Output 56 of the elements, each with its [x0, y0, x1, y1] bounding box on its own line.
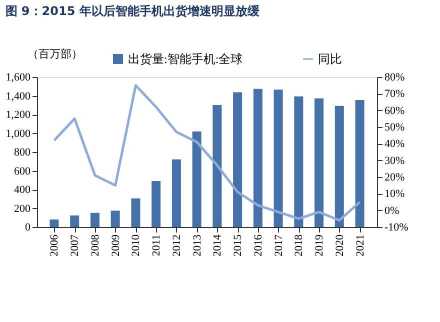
y2-tick-label: 50%: [384, 122, 405, 134]
bar: [70, 215, 80, 227]
y2-tick-label: 60%: [384, 104, 405, 117]
y-tick-label: 0: [25, 222, 31, 234]
bar: [212, 105, 222, 227]
y2-tick-label: 10%: [384, 188, 405, 200]
y-tick-label: 1,000: [6, 128, 31, 140]
x-tick-label: 2009: [110, 234, 122, 256]
x-tick-label: 2017: [272, 234, 285, 256]
y2-tick-label: 80%: [384, 72, 405, 84]
y-tick-label: 1,200: [6, 109, 31, 121]
x-tick-label: 2010: [130, 234, 142, 256]
y-tick-label: 600: [14, 165, 31, 178]
y-axis-title: （百万部）: [28, 48, 82, 60]
bar: [110, 210, 120, 227]
bar: [192, 131, 202, 227]
bar: [172, 159, 181, 227]
y-tick-label: 1,600: [6, 72, 31, 84]
y-tick-label: 800: [14, 146, 31, 158]
y2-tick-label: -10%: [384, 222, 408, 234]
line-series: [52, 84, 362, 222]
chart-title: 图 9：2015 年以后智能手机出货增速明显放缓: [5, 4, 260, 18]
bar: [355, 100, 364, 227]
x-tick-label: 2016: [252, 234, 264, 256]
x-tick-label: 2007: [69, 234, 82, 256]
bar: [253, 88, 262, 227]
bar: [50, 220, 59, 227]
bar: [334, 106, 344, 227]
x-tick-label: 2014: [212, 234, 224, 256]
x-tick-label: 2015: [232, 234, 244, 256]
x-tick-label: 2013: [191, 234, 204, 256]
y-tick-label: 1,400: [6, 90, 31, 102]
x-tick-label: 2008: [89, 234, 102, 256]
legend-label: 出货量:智能手机:全球: [128, 52, 243, 66]
y2-tick-label: 70%: [384, 88, 405, 100]
y-tick-label: 400: [14, 184, 31, 196]
bar: [274, 90, 283, 227]
x-tick-label: 2006: [48, 234, 61, 256]
y-tick-label: 200: [14, 202, 31, 215]
x-tick-label: 2018: [293, 234, 306, 256]
bar: [233, 92, 242, 227]
bar: [90, 212, 100, 227]
x-tick-label: 2012: [170, 234, 183, 256]
x-tick-label: 2019: [314, 234, 326, 256]
legend-label: 同比: [318, 52, 342, 66]
y2-tick-label: 30%: [384, 154, 405, 167]
y2-tick-label: 20%: [384, 172, 405, 184]
bar: [152, 180, 161, 227]
x-tick-label: 2021: [354, 234, 366, 256]
x-tick-label: 2020: [334, 234, 346, 256]
y2-tick-label: 40%: [384, 138, 405, 150]
bar: [294, 96, 304, 227]
y2-tick-label: 0%: [384, 204, 400, 217]
bar: [131, 198, 140, 227]
x-tick-label: 2011: [150, 234, 163, 256]
bar: [314, 98, 324, 227]
